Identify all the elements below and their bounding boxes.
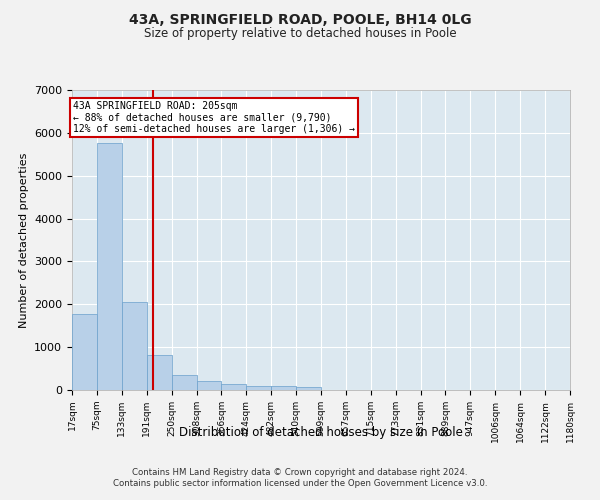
- Bar: [146, 355, 172, 390]
- Text: 43A SPRINGFIELD ROAD: 205sqm
← 88% of detached houses are smaller (9,790)
12% of: 43A SPRINGFIELD ROAD: 205sqm ← 88% of de…: [73, 100, 355, 134]
- Bar: [72, 314, 97, 390]
- Bar: [197, 382, 221, 390]
- Bar: [172, 376, 197, 390]
- Bar: [221, 384, 246, 390]
- Bar: [271, 386, 296, 390]
- Bar: [296, 386, 321, 390]
- Text: Contains HM Land Registry data © Crown copyright and database right 2024.
Contai: Contains HM Land Registry data © Crown c…: [113, 468, 487, 487]
- Text: 43A, SPRINGFIELD ROAD, POOLE, BH14 0LG: 43A, SPRINGFIELD ROAD, POOLE, BH14 0LG: [128, 12, 472, 26]
- Text: Size of property relative to detached houses in Poole: Size of property relative to detached ho…: [143, 28, 457, 40]
- Bar: [97, 142, 122, 390]
- Text: Distribution of detached houses by size in Poole: Distribution of detached houses by size …: [179, 426, 463, 439]
- Y-axis label: Number of detached properties: Number of detached properties: [19, 152, 29, 328]
- Bar: [122, 302, 146, 390]
- Bar: [246, 386, 271, 390]
